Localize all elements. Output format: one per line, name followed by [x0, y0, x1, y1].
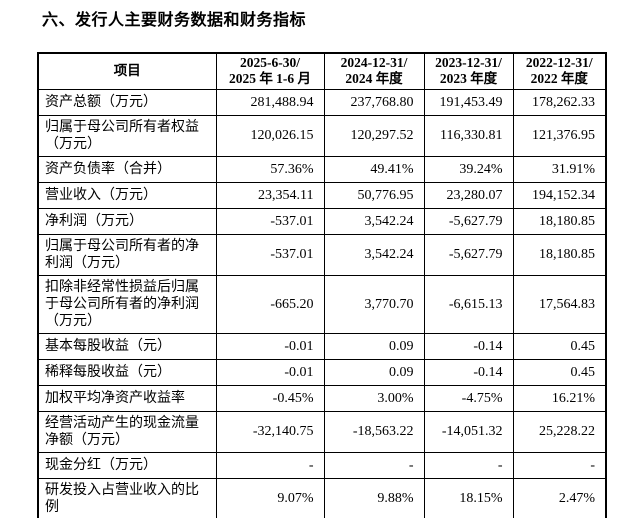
cell-value: 120,297.52 — [323, 114, 425, 157]
table-header-row: 项目 2025-6-30/ 2025 年 1-6 月 2024-12-31/ 2… — [37, 52, 607, 90]
period-label-line: 2024 年度 — [345, 71, 403, 87]
cell-value: 116,330.81 — [423, 114, 514, 157]
cell-value: -665.20 — [215, 274, 325, 334]
cell-value: - — [423, 451, 514, 479]
cell-value: - — [323, 451, 425, 479]
period-date-line: 2022-12-31/ — [525, 55, 593, 71]
cell-value: 25,228.22 — [512, 410, 607, 453]
cell-value: 3,770.70 — [323, 274, 425, 334]
row-label: 营业收入（万元） — [37, 181, 217, 209]
cell-value: -0.01 — [215, 358, 325, 386]
cell-value: 18.15% — [423, 477, 514, 518]
header-cell-period-2024: 2024-12-31/ 2024 年度 — [323, 52, 425, 90]
cell-value: -5,627.79 — [423, 207, 514, 235]
table-row-parent-net-profit: 归属于母公司所有者的净利润（万元） -537.01 3,542.24 -5,62… — [37, 233, 607, 276]
cell-value: 17,564.83 — [512, 274, 607, 334]
table-row-diluted-eps: 稀释每股收益（元） -0.01 0.09 -0.14 0.45 — [37, 358, 607, 386]
row-label: 研发投入占营业收入的比例 — [37, 477, 217, 518]
cell-value: 281,488.94 — [215, 88, 325, 116]
table-row-debt-ratio: 资产负债率（合并） 57.36% 49.41% 39.24% 31.91% — [37, 155, 607, 183]
period-label-line: 2025 年 1-6 月 — [228, 71, 312, 87]
cell-value: 9.88% — [323, 477, 425, 518]
cell-value: 49.41% — [323, 155, 425, 183]
row-label: 归属于母公司所有者权益（万元） — [37, 114, 217, 157]
cell-value: 120,026.15 — [215, 114, 325, 157]
cell-value: 191,453.49 — [423, 88, 514, 116]
cell-value: 3.00% — [323, 384, 425, 412]
financial-data-table: 项目 2025-6-30/ 2025 年 1-6 月 2024-12-31/ 2… — [37, 52, 607, 518]
cell-value: 50,776.95 — [323, 181, 425, 209]
cell-value: -0.01 — [215, 332, 325, 360]
cell-value: 23,354.11 — [215, 181, 325, 209]
cell-value: 18,180.85 — [512, 207, 607, 235]
row-label: 基本每股收益（元） — [37, 332, 217, 360]
table-row-operating-cash-flow: 经营活动产生的现金流量净额（万元） -32,140.75 -18,563.22 … — [37, 410, 607, 453]
cell-value: -18,563.22 — [323, 410, 425, 453]
table-row-parent-equity: 归属于母公司所有者权益（万元） 120,026.15 120,297.52 11… — [37, 114, 607, 157]
table-row-revenue: 营业收入（万元） 23,354.11 50,776.95 23,280.07 1… — [37, 181, 607, 209]
row-label: 净利润（万元） — [37, 207, 217, 235]
row-label: 归属于母公司所有者的净利润（万元） — [37, 233, 217, 276]
period-label-line: 2023 年度 — [439, 71, 498, 87]
cell-value: -4.75% — [423, 384, 514, 412]
cell-value: -0.14 — [423, 358, 514, 386]
row-label: 资产总额（万元） — [37, 88, 217, 116]
cell-value: 57.36% — [215, 155, 325, 183]
header-cell-period-2025: 2025-6-30/ 2025 年 1-6 月 — [215, 52, 325, 90]
table-row-basic-eps: 基本每股收益（元） -0.01 0.09 -0.14 0.45 — [37, 332, 607, 360]
cell-value: 18,180.85 — [512, 233, 607, 276]
row-label: 现金分红（万元） — [37, 451, 217, 479]
period-date-line: 2025-6-30/ — [240, 55, 300, 71]
page-title: 六、发行人主要财务数据和财务指标 — [42, 10, 307, 29]
row-label: 资产负债率（合并） — [37, 155, 217, 183]
cell-value: -5,627.79 — [423, 233, 514, 276]
cell-value: -0.45% — [215, 384, 325, 412]
cell-value: 0.45 — [512, 332, 607, 360]
cell-value: 0.09 — [323, 332, 425, 360]
cell-value: 9.07% — [215, 477, 325, 518]
cell-value: -537.01 — [215, 207, 325, 235]
cell-value: 23,280.07 — [423, 181, 514, 209]
cell-value: 39.24% — [423, 155, 514, 183]
cell-value: 3,542.24 — [323, 207, 425, 235]
cell-value: 121,376.95 — [512, 114, 607, 157]
period-date-line: 2024-12-31/ — [340, 55, 408, 71]
cell-value: - — [512, 451, 607, 479]
table-row-weighted-roe: 加权平均净资产收益率 -0.45% 3.00% -4.75% 16.21% — [37, 384, 607, 412]
cell-value: 3,542.24 — [323, 233, 425, 276]
cell-value: 0.45 — [512, 358, 607, 386]
cell-value: 237,768.80 — [323, 88, 425, 116]
row-label: 加权平均净资产收益率 — [37, 384, 217, 412]
cell-value: 194,152.34 — [512, 181, 607, 209]
cell-value: -0.14 — [423, 332, 514, 360]
cell-value: 2.47% — [512, 477, 607, 518]
table-row-total-assets: 资产总额（万元） 281,488.94 237,768.80 191,453.4… — [37, 88, 607, 116]
cell-value: 31.91% — [512, 155, 607, 183]
header-cell-period-2022: 2022-12-31/ 2022 年度 — [512, 52, 607, 90]
cell-value: 16.21% — [512, 384, 607, 412]
cell-value: -32,140.75 — [215, 410, 325, 453]
period-label-line: 2022 年度 — [530, 71, 588, 87]
period-date-line: 2023-12-31/ — [435, 55, 502, 71]
cell-value: - — [215, 451, 325, 479]
cell-value: 178,262.33 — [512, 88, 607, 116]
cell-value: 0.09 — [323, 358, 425, 386]
table-row-deducted-net-profit: 扣除非经常性损益后归属于母公司所有者的净利润（万元） -665.20 3,770… — [37, 274, 607, 334]
cell-value: -537.01 — [215, 233, 325, 276]
table-row-rd-revenue-ratio: 研发投入占营业收入的比例 9.07% 9.88% 18.15% 2.47% — [37, 477, 607, 518]
cell-value: -6,615.13 — [423, 274, 514, 334]
cell-value: -14,051.32 — [423, 410, 514, 453]
table-row-net-profit: 净利润（万元） -537.01 3,542.24 -5,627.79 18,18… — [37, 207, 607, 235]
row-label: 经营活动产生的现金流量净额（万元） — [37, 410, 217, 453]
header-cell-item: 项目 — [37, 52, 217, 90]
row-label: 扣除非经常性损益后归属于母公司所有者的净利润（万元） — [37, 274, 217, 334]
row-label: 稀释每股收益（元） — [37, 358, 217, 386]
table-row-cash-dividend: 现金分红（万元） - - - - — [37, 451, 607, 479]
header-cell-period-2023: 2023-12-31/ 2023 年度 — [423, 52, 514, 90]
